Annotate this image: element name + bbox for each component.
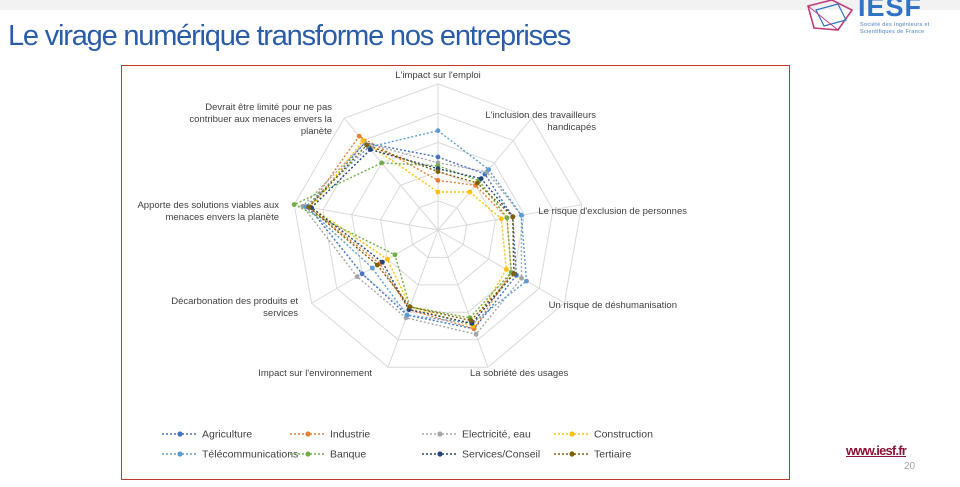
data-point-s4-4 (503, 267, 509, 272)
logo-subtitle-line-1: Société des Ingénieurs et (860, 22, 930, 28)
data-point-s6-3 (504, 215, 510, 221)
legend-item-7: Services/Conseil (422, 449, 540, 461)
data-point-s7-2 (478, 176, 484, 181)
axis-spoke-7 (311, 229, 439, 304)
legend-item-8: Tertiaire (554, 449, 632, 461)
data-point-s2-1 (435, 178, 441, 183)
axis-spoke-5 (437, 229, 489, 368)
axis-label-6: Impact sur l'environnement (258, 368, 372, 379)
data-point-s6-7 (392, 252, 398, 258)
series-line-3 (301, 142, 523, 336)
axis-spoke-6 (387, 229, 439, 368)
grid-ring-3 (351, 141, 525, 313)
axis-label-3: Le risque d'exclusion de personnes (538, 206, 687, 217)
legend-item-6: Banque (290, 449, 366, 461)
data-point-s1-1 (435, 154, 441, 160)
data-point-s8-8 (306, 204, 311, 210)
data-point-s3-7 (354, 274, 360, 280)
legend-label-3: Electricité, eau (462, 429, 531, 441)
page-number: 20 (904, 461, 916, 472)
grid-ring-4 (322, 112, 554, 341)
axis-label-7: Décarbonation des produits et services (171, 296, 298, 319)
legend-label-1: Agriculture (202, 429, 252, 441)
legend-marker-2 (305, 431, 311, 437)
legend-marker-4 (569, 431, 575, 437)
legend-item-4: Construction (554, 429, 653, 441)
top-band (0, 0, 960, 10)
legend-label-6: Banque (330, 449, 366, 461)
legend-item-3: Electricité, eau (422, 429, 531, 441)
legend-marker-5 (177, 451, 183, 457)
legend-marker-6 (305, 451, 311, 457)
axis-label-5: La sobriété des usages (470, 368, 568, 379)
data-point-s5-6 (404, 312, 410, 318)
legend-marker-8 (569, 451, 575, 457)
data-point-s4-9 (360, 138, 366, 143)
data-point-s4-7 (385, 256, 390, 262)
series-line-2 (307, 135, 513, 330)
series-line-8 (307, 144, 515, 322)
axis-label-9: Devrait être limité pour ne pas contribue… (189, 102, 332, 137)
data-point-s7-7 (380, 259, 385, 265)
data-point-s8-9 (364, 142, 370, 148)
series-line-4 (310, 139, 508, 327)
data-point-s5-1 (435, 128, 441, 134)
data-point-s1-7 (359, 271, 365, 277)
legend-label-2: Industrie (330, 429, 370, 441)
legend-label-4: Construction (594, 429, 653, 441)
data-point-s7-9 (368, 147, 373, 152)
iesf-logo: IESF Société des Ingénieurs et Scientifi… (800, 0, 960, 56)
logo-mark-icon (807, 0, 854, 31)
data-point-s3-5 (473, 331, 479, 337)
data-point-s3-4 (519, 275, 524, 281)
website-link[interactable]: www.iesf.fr (846, 443, 907, 458)
grid-ring-2 (379, 171, 497, 286)
data-point-s8-3 (510, 214, 516, 220)
data-point-s5-7 (369, 265, 375, 271)
legend-marker-7 (437, 451, 443, 457)
legend-item-5: Télécommunications (162, 449, 298, 461)
axis-spoke-8 (294, 204, 439, 231)
data-point-s4-1 (435, 189, 441, 195)
data-point-s5-2 (486, 167, 492, 172)
slide-title: Le virage numérique transforme nos entre… (8, 20, 571, 52)
data-point-s8-6 (407, 304, 413, 310)
data-point-s5-4 (524, 278, 529, 284)
data-point-s8-2 (475, 180, 480, 186)
logo-subtitle-line-2: Scientifiques de France (860, 29, 925, 35)
axis-label-2: L'inclusion des travailleurs handicapés (485, 110, 596, 133)
data-point-s4-2 (467, 189, 473, 195)
series-line-6 (292, 162, 513, 319)
legend-label-7: Services/Conseil (462, 449, 540, 461)
legend-item-2: Industrie (290, 429, 370, 441)
axis-label-1: L'impact sur l'emploi (395, 70, 480, 81)
axis-label-8: Apporte des solutions viables aux menaces… (137, 200, 279, 223)
legend-label-8: Tertiaire (594, 449, 632, 461)
grid-ring-1 (408, 200, 468, 258)
data-point-s8-1 (435, 169, 441, 174)
legend-marker-3 (437, 431, 443, 437)
data-point-s6-9 (379, 160, 385, 166)
data-point-s6-8 (291, 202, 297, 208)
data-point-s4-3 (498, 216, 504, 222)
series-line-7 (310, 148, 515, 325)
data-point-s8-4 (511, 271, 517, 277)
legend-item-1: Agriculture (162, 429, 252, 441)
data-point-s8-7 (374, 262, 380, 268)
radar-chart-frame: L'impact sur l'emploi L'inclusion des tra… (121, 65, 790, 480)
legend-marker-1 (177, 431, 183, 437)
data-point-s5-3 (519, 212, 524, 218)
grid-ring-5 (293, 83, 583, 368)
data-point-s2-9 (356, 133, 362, 139)
legend-label-5: Télécommunications (202, 449, 298, 461)
logo-wordmark: IESF (858, 0, 923, 22)
data-point-s8-5 (468, 318, 474, 323)
axis-label-4: Un risque de déshumanisation (549, 300, 677, 311)
axis-spoke-4 (437, 229, 565, 304)
radar-chart: L'impact sur l'emploi L'inclusion des tra… (137, 70, 687, 461)
axis-spoke-3 (437, 204, 582, 231)
